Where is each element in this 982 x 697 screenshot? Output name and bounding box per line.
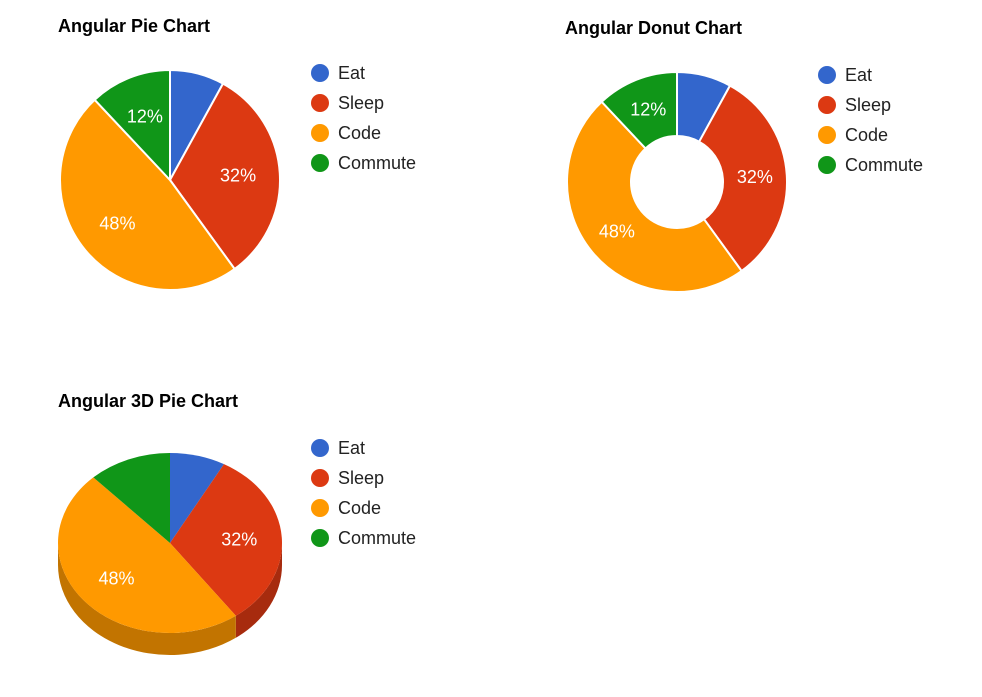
legend-item-commute[interactable]: Commute — [818, 154, 923, 176]
legend-label: Code — [845, 124, 889, 145]
legend-swatch — [818, 156, 836, 174]
slice-sleep[interactable] — [168, 82, 281, 271]
legend-item-code[interactable]: Code — [818, 124, 888, 146]
legend-item-commute[interactable]: Commute — [311, 152, 416, 174]
legend-swatch — [311, 499, 329, 517]
legend-swatch — [818, 126, 836, 144]
legend-item-sleep[interactable]: Sleep — [818, 94, 891, 116]
pie-3d-chart-title: Angular 3D Pie Chart — [58, 391, 239, 411]
slice-label-code: 48% — [599, 222, 635, 242]
legend-swatch — [311, 529, 329, 547]
legend-item-sleep[interactable]: Sleep — [311, 92, 384, 114]
slice-side-sleep — [235, 543, 282, 638]
legend-item-eat[interactable]: Eat — [818, 64, 872, 86]
slice-label-sleep: 32% — [737, 167, 773, 187]
slice-code[interactable] — [57, 477, 236, 634]
legend-label: Commute — [338, 527, 417, 548]
donut-chart-title: Angular Donut Chart — [565, 18, 742, 38]
slice-sleep[interactable] — [170, 464, 282, 616]
pie-chart-title: Angular Pie Chart — [58, 16, 211, 36]
legend-swatch — [818, 66, 836, 84]
legend-label: Commute — [845, 154, 924, 175]
legend-label: Eat — [845, 64, 873, 85]
slice-label-sleep: 32% — [220, 166, 256, 186]
slice-label-code: 48% — [98, 569, 134, 589]
slice-eat[interactable] — [170, 453, 224, 543]
legend-swatch — [311, 469, 329, 487]
legend-item-commute[interactable]: Commute — [311, 527, 416, 549]
legend-label: Eat — [338, 62, 366, 83]
pie-3d-sides — [58, 543, 282, 655]
legend-swatch — [311, 94, 329, 112]
slice-label-commute: 12% — [127, 107, 163, 127]
legend-swatch — [311, 439, 329, 457]
legend-swatch — [311, 154, 329, 172]
slice-commute[interactable] — [93, 68, 171, 183]
legend-item-eat[interactable]: Eat — [311, 437, 365, 459]
legend-swatch — [818, 96, 836, 114]
slice-commute[interactable] — [600, 70, 678, 150]
slice-code[interactable] — [566, 100, 744, 293]
legend-label: Code — [338, 122, 382, 143]
legend-label: Commute — [338, 152, 417, 173]
slice-label-code: 48% — [99, 213, 135, 233]
slice-label-sleep: 32% — [221, 529, 257, 549]
slice-commute[interactable] — [93, 453, 170, 543]
legend-swatch — [311, 124, 329, 142]
legend-item-eat[interactable]: Eat — [311, 62, 365, 84]
slice-code[interactable] — [59, 98, 237, 291]
slice-sleep[interactable] — [697, 84, 788, 273]
legend-item-sleep[interactable]: Sleep — [311, 467, 384, 489]
legend-item-code[interactable]: Code — [311, 497, 381, 519]
slice-side-code — [58, 543, 236, 655]
slice-label-commute: 12% — [630, 99, 666, 119]
legend-item-code[interactable]: Code — [311, 122, 381, 144]
legend-label: Sleep — [845, 94, 892, 115]
legend-swatch — [311, 64, 329, 82]
legend-label: Sleep — [338, 92, 385, 113]
legend-label: Eat — [338, 437, 366, 458]
legend-label: Sleep — [338, 467, 385, 488]
legend-label: Code — [338, 497, 382, 518]
